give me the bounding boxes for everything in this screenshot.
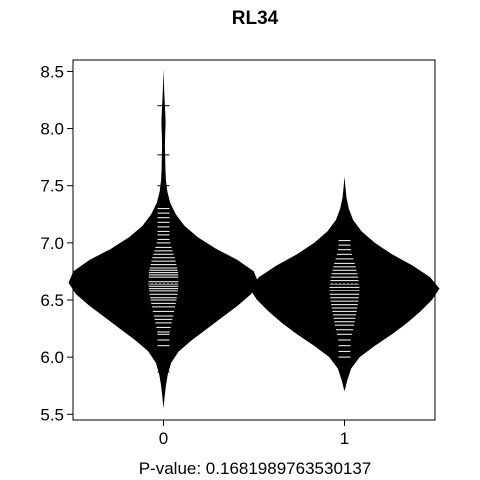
x-axis-label: P-value: 0.1681989763530137: [139, 459, 372, 478]
y-tick-label-6: 8.5: [40, 62, 64, 81]
y-tick-label-4: 7.5: [40, 177, 64, 196]
x-tick-label-0: 0: [159, 429, 168, 448]
chart-title: RL34: [232, 8, 279, 29]
y-tick-label-0: 5.5: [40, 405, 64, 424]
y-axis: 5.5 6.0 6.5 7.0 7.5 8.0 8.5: [40, 60, 74, 424]
y-tick-label-2: 6.5: [40, 291, 64, 310]
y-tick-label-1: 6.0: [40, 348, 64, 367]
x-tick-label-1: 1: [340, 429, 349, 448]
y-tick-label-5: 8.0: [40, 120, 64, 139]
bean-0: [68, 69, 259, 409]
beans: [68, 69, 440, 409]
y-tick-label-3: 7.0: [40, 234, 64, 253]
